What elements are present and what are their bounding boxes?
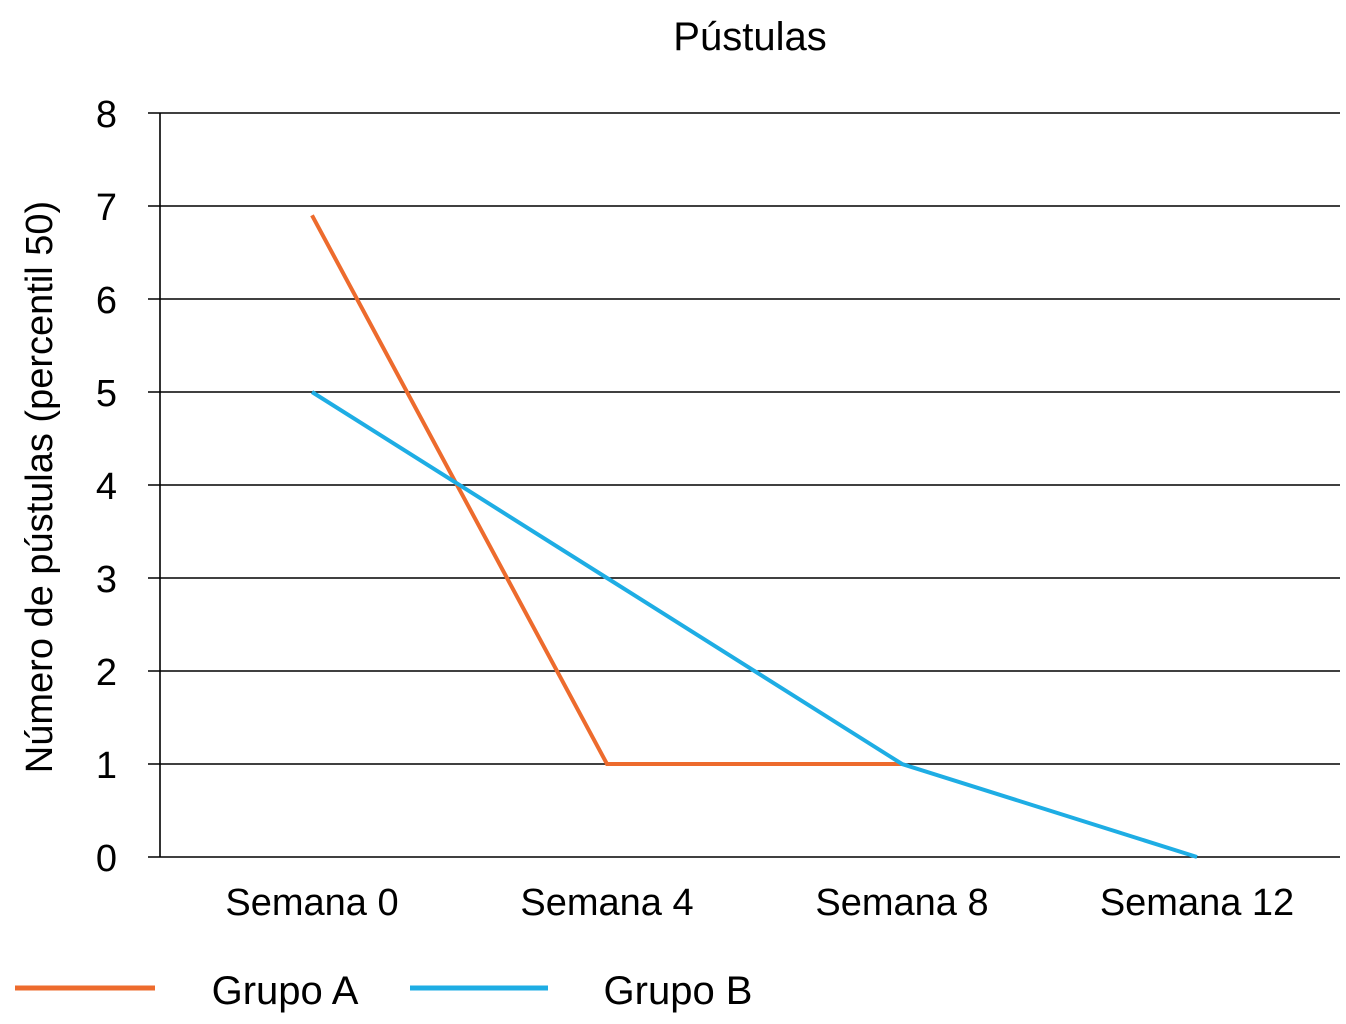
x-axis-ticks: Semana 0 Semana 4 Semana 8 Semana 12 — [225, 882, 1294, 924]
series-line-grupo-a — [310, 214, 902, 766]
y-tick-label: 6 — [96, 280, 117, 322]
y-axis-label: Número de pústulas (percentil 50) — [19, 201, 61, 773]
series-line-grupo-b — [310, 390, 1198, 859]
gridlines — [148, 112, 1340, 858]
x-tick-label: Semana 12 — [1100, 882, 1294, 924]
chart-title: Pústulas — [673, 15, 826, 59]
y-tick-label: 3 — [96, 559, 117, 601]
y-tick-label: 8 — [96, 94, 117, 136]
x-tick-label: Semana 8 — [815, 882, 988, 924]
y-tick-label: 1 — [96, 745, 117, 787]
y-tick-label: 2 — [96, 652, 117, 694]
y-tick-label: 5 — [96, 373, 117, 415]
y-tick-label: 0 — [96, 838, 117, 880]
legend-label: Grupo A — [212, 969, 359, 1013]
x-tick-label: Semana 4 — [520, 882, 693, 924]
series-lines — [310, 214, 1198, 859]
x-tick-label: Semana 0 — [225, 882, 398, 924]
legend-label: Grupo B — [604, 969, 753, 1013]
legend: Grupo A Grupo B — [15, 969, 752, 1013]
y-tick-label: 7 — [96, 187, 117, 229]
y-axis-ticks: 0 1 2 3 4 5 6 7 8 — [96, 94, 117, 880]
y-tick-label: 4 — [96, 466, 117, 508]
